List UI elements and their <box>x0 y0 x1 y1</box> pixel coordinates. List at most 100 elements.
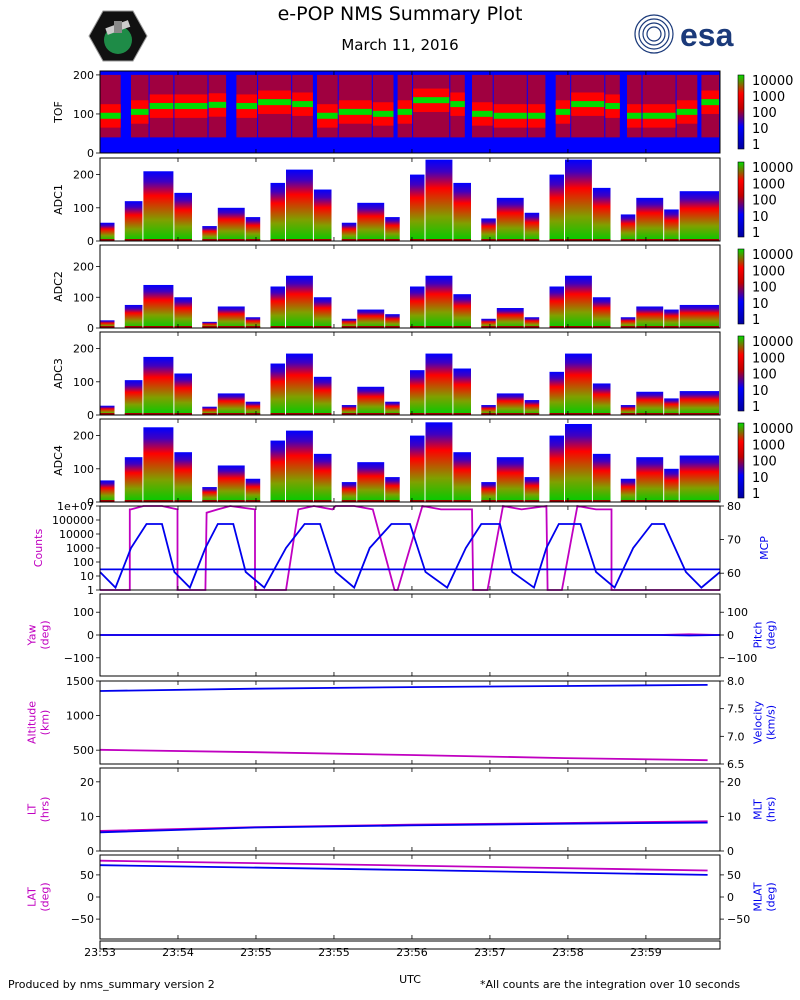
histogram-bar <box>679 191 719 241</box>
y-tick-label: 20 <box>80 776 94 789</box>
y-tick-right-label: 80 <box>727 500 741 513</box>
histogram-bar <box>481 482 496 502</box>
histogram-bar <box>286 353 313 415</box>
colorbar-tick-label: 10 <box>752 297 769 312</box>
tof-peak-line <box>472 110 493 117</box>
histogram-bar-base <box>313 500 332 502</box>
histogram-bar-base <box>620 239 636 241</box>
colorbar-tick-label: 1 <box>752 138 760 153</box>
histogram-bar-base <box>143 239 174 241</box>
colorbar-tick-label: 1000 <box>752 177 785 192</box>
histogram-bar-base <box>524 413 540 415</box>
histogram-bar <box>620 405 636 415</box>
histogram-bar <box>481 318 496 328</box>
colorbar-tick-label: 100 <box>752 455 777 470</box>
histogram-bar-base <box>410 413 425 415</box>
panel-frame <box>99 418 721 503</box>
epop-logo <box>88 10 148 62</box>
histogram-bar-base <box>286 326 313 328</box>
histogram-bar <box>565 275 592 328</box>
x-tick-label: 23:59 <box>630 946 662 959</box>
histogram-bar <box>341 482 357 502</box>
colorbar-tick-label: 10000 <box>752 422 793 437</box>
histogram-bar <box>357 462 385 502</box>
x-tick-label: 23:54 <box>162 946 194 959</box>
histogram-bar <box>549 286 564 328</box>
histogram-bar-base <box>496 413 524 415</box>
y-axis-label-right-yaw-pitch: Pitch(deg) <box>752 620 778 649</box>
histogram-bar <box>636 306 664 328</box>
histogram-bar <box>217 393 245 415</box>
histogram-bar-base <box>565 326 592 328</box>
histogram-bar <box>620 478 636 502</box>
y-axis-label-left-lat-mlat: LAT(deg) <box>26 882 52 911</box>
histogram-bar-base <box>481 326 496 328</box>
y-tick-label: 0 <box>87 845 94 858</box>
histogram-bar-base <box>620 326 636 328</box>
histogram-bar <box>620 317 636 328</box>
histogram-bar-base <box>385 413 400 415</box>
histogram-bar-base <box>425 326 453 328</box>
histogram-bar-base <box>245 413 261 415</box>
plot-date: March 11, 2016 <box>341 36 459 54</box>
histogram-bar-base <box>496 500 524 502</box>
histogram-bar <box>143 171 174 241</box>
histogram-bar <box>385 477 400 502</box>
histogram-bar <box>664 468 679 502</box>
histogram-bar-base <box>174 239 192 241</box>
histogram-bar-base <box>453 413 471 415</box>
histogram-bar-base <box>664 413 679 415</box>
histogram-bar-base <box>679 500 719 502</box>
histogram-bar <box>313 297 332 328</box>
histogram-bar <box>481 405 496 415</box>
y-tick-right-label: −50 <box>727 913 750 926</box>
y-tick-right-label: 8.0 <box>727 675 745 688</box>
y-axis-label-left-yaw-pitch: Yaw(deg) <box>26 620 52 649</box>
colorbar-tick-label: 10 <box>752 384 769 399</box>
histogram-bar <box>100 320 115 328</box>
colorbar <box>737 161 745 238</box>
histogram-bar-base <box>286 239 313 241</box>
histogram-bar-base <box>425 500 453 502</box>
histogram-bar-base <box>313 239 332 241</box>
x-tick-label: 23:56 <box>396 946 428 959</box>
y-tick-label: 0 <box>87 235 94 248</box>
y-axis-label-tof: TOF <box>52 101 65 124</box>
y-tick-label: 1e+07 <box>57 500 94 513</box>
colorbar-tick-label: 1 <box>752 400 760 415</box>
histogram-bar <box>245 317 261 328</box>
histogram-bar-base <box>664 500 679 502</box>
histogram-bar <box>496 393 524 415</box>
colorbar-tick-label: 100 <box>752 106 777 121</box>
x-tick-label: 23:57 <box>474 946 506 959</box>
histogram-bar-base <box>202 500 217 502</box>
histogram-bar-base <box>592 239 611 241</box>
histogram-bar <box>357 309 385 328</box>
colorbar-tick-label: 10 <box>752 210 769 225</box>
histogram-bar <box>425 353 453 415</box>
histogram-bar-base <box>341 413 357 415</box>
y-tick-label: 100 <box>73 606 94 619</box>
histogram-bar <box>425 159 453 241</box>
histogram-bar-base <box>679 239 719 241</box>
histogram-bar <box>549 371 564 415</box>
y-tick-label: 100 <box>73 556 94 569</box>
histogram-bar <box>385 217 400 241</box>
y-tick-right-label: 0 <box>727 845 734 858</box>
histogram-bar-base <box>592 413 611 415</box>
y-tick-right-label: 70 <box>727 534 741 547</box>
histogram-bar-base <box>217 413 245 415</box>
histogram-bar <box>217 207 245 241</box>
tof-peak-line <box>236 103 258 110</box>
histogram-bar-base <box>620 413 636 415</box>
y-tick-right-label: 0 <box>727 891 734 904</box>
y-axis-label-left-altitude-velocity: Altitude(km) <box>26 701 52 744</box>
histogram-bar-base <box>453 326 471 328</box>
series-line-mlt <box>99 821 708 834</box>
histogram-bar-base <box>496 326 524 328</box>
histogram-bar-base <box>313 326 332 328</box>
histogram-bar-base <box>174 326 192 328</box>
y-tick-label: 0 <box>87 322 94 335</box>
histogram-bar-base <box>620 500 636 502</box>
histogram-bar <box>357 202 385 241</box>
